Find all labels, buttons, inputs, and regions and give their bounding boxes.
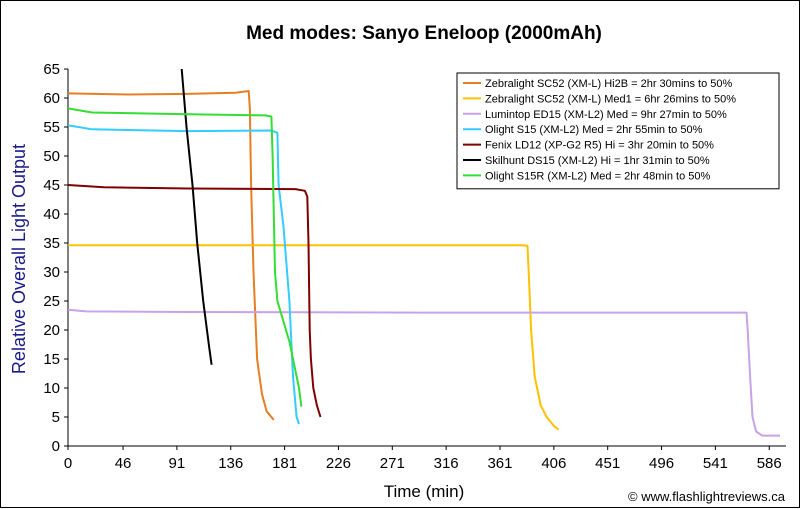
y-tick-label: 0 [52,438,60,455]
legend-entry: Lumintop ED15 (XM-L2) Med = 9hr 27min to… [485,109,727,121]
legend-entry: Olight S15 (XM-L2) Med = 2hr 55min to 50… [485,124,703,136]
y-axis-label: Relative Overall Light Output [9,144,29,374]
y-tick-label: 5 [52,409,60,426]
series-line-3 [68,308,780,437]
legend-entry: Fenix LD12 (XP-G2 R5) Hi = 3hr 20min to … [485,140,714,152]
y-tick-label: 10 [43,380,60,397]
y-tick-label: 35 [43,235,60,252]
copyright-credit: © www.flashlightreviews.ca [628,489,786,504]
y-tick-label: 25 [43,293,60,310]
series-line-2 [68,244,560,431]
y-tick-label: 30 [43,264,60,281]
y-tick-label: 15 [43,351,60,368]
y-tick-label: 60 [43,90,60,107]
x-tick-label: 136 [218,455,243,472]
x-tick-label: 496 [649,455,674,472]
legend-box [456,72,780,190]
y-tick-label: 50 [43,148,60,165]
series-line-7 [68,107,303,407]
x-tick-label: 586 [757,455,782,472]
x-axis-label: Time (min) [384,482,465,501]
series-line-1 [68,90,275,421]
y-tick-label: 40 [43,206,60,223]
series-line-6 [180,69,213,365]
x-tick-label: 541 [703,455,728,472]
legend-entry: Zebralight SC52 (XM-L) Hi2B = 2hr 30mins… [485,78,733,90]
legend-entry: Zebralight SC52 (XM-L) Med1 = 6hr 26mins… [485,93,736,105]
y-tick-label: 65 [43,61,60,78]
x-tick-label: 0 [64,455,72,472]
x-tick-label: 316 [434,455,459,472]
legend-entry: Skilhunt DS15 (XM-L2) Hi = 1hr 31min to … [485,155,710,167]
chart-title: Med modes: Sanyo Eneloop (2000mAh) [246,23,602,44]
x-tick-label: 361 [487,455,512,472]
x-tick-label: 181 [272,455,297,472]
legend-entry: Olight S15R (XM-L2) Med = 2hr 48min to 5… [485,170,711,182]
x-tick-label: 271 [380,455,405,472]
series-line-5 [68,184,322,418]
series-line-4 [68,124,300,425]
y-tick-label: 20 [43,322,60,339]
x-tick-label: 406 [541,455,566,472]
x-tick-label: 226 [326,455,351,472]
plot-area: 0 5 10 15 20 25 30 35 40 45 50 55 60 65 0 46 91 136 181 226… [43,61,786,472]
y-tick-label: 55 [43,119,60,136]
x-tick-label: 451 [595,455,620,472]
x-tick-label: 46 [115,455,132,472]
x-tick-label: 91 [169,455,186,472]
y-tick-label: 45 [43,177,60,194]
